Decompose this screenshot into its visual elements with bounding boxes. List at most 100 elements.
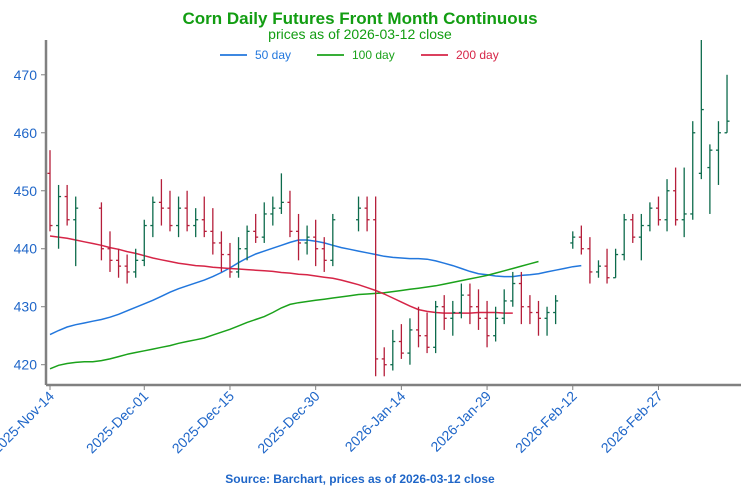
ohlc-bar [253,213,259,243]
ohlc-bar [364,196,370,232]
ohlc-bar [518,271,524,325]
ohlc-bar [398,324,404,359]
ohlc-bar [690,121,696,220]
legend-label: 50 day [255,48,291,62]
x-tick-label: 2026-Jan-14 [342,388,409,455]
ohlc-bar [270,196,276,226]
ohlc-bar [450,300,456,336]
y-tick-label: 450 [14,183,38,199]
ohlc-bar [604,248,610,284]
ohlc-bar [218,231,224,272]
plot-area [47,40,730,377]
ohlc-bar [424,312,430,354]
ohlc-bar [673,167,679,226]
x-tick-label: 2026-Feb-12 [512,388,580,456]
ohlc-bar [150,196,156,238]
ohlc-bar [441,295,447,330]
ohlc-bar [664,179,670,232]
ohlc-bar [116,248,122,278]
x-tick-label: 2025-Nov-14 [0,388,57,457]
ohlc-bar [356,196,362,232]
ohlc-bar [647,202,653,232]
ohlc-bar [578,225,584,255]
y-tick-label: 470 [14,67,38,83]
ohlc-bar [330,213,336,267]
source-note: Source: Barchart, prices as of 2026-03-1… [225,472,495,486]
ohlc-bar [304,225,310,255]
ohlc-bar [527,295,533,325]
ohlc-bar [73,196,79,267]
ohlc-bar [210,208,216,255]
x-tick-label: 2025-Dec-30 [254,388,323,457]
y-tick-label: 430 [14,299,38,315]
ohlc-bar [724,74,730,134]
ohlc-bar [544,306,550,336]
ohlc-bar [261,202,267,243]
ohlc-bar [244,225,250,261]
ohlc-bar [193,208,199,238]
ma-line-100-day [49,260,539,370]
ohlc-bar [201,196,207,238]
ohlc-bar [595,260,601,278]
ohlc-bar [98,202,104,261]
ohlc-bar [107,231,113,272]
ohlc-bar [141,219,147,267]
ohlc-bar [236,237,242,278]
ohlc-bar [587,237,593,284]
ohlc-bar [56,184,62,249]
x-tick-label: 2025-Dec-01 [83,388,152,457]
ohlc-bar [167,190,173,232]
x-tick-label: 2025-Dec-15 [169,388,238,457]
ohlc-bar [638,213,644,261]
ohlc-bar [227,242,233,278]
legend-label: 100 day [352,48,395,62]
ohlc-bar [176,196,182,238]
chart-subtitle: prices as of 2026-03-12 close [268,26,452,42]
legend-item: 50 day [220,48,291,62]
ohlc-bar [416,306,422,348]
ohlc-bar [64,184,70,226]
ohlc-bar [501,289,507,325]
ohlc-bar [476,289,481,330]
y-tick-label: 440 [14,241,38,257]
ohlc-bar [484,300,490,348]
ohlc-bar [681,167,687,238]
ohlc-bar [296,213,302,261]
ohlc-bar [433,300,439,354]
legend-item: 200 day [421,48,499,62]
legend-label: 200 day [456,48,499,62]
x-tick-label: 2026-Feb-27 [598,388,666,456]
ohlc-bar [493,306,499,342]
ohlc-bar [321,237,327,272]
ohlc-bar [715,121,721,185]
ohlc-bar [124,254,130,284]
ohlc-bar [381,347,387,377]
ohlc-bar [535,300,541,336]
ohlc-bar [313,219,319,267]
ohlc-bar [553,295,559,325]
ohlc-bar [133,248,139,278]
ohlc-bar [158,179,164,226]
y-tick-label: 420 [14,357,38,373]
ohlc-bar [698,40,704,180]
legend-item: 100 day [317,48,395,62]
ohlc-bar [47,150,53,232]
ohlc-bar [287,190,293,238]
ohlc-bar [655,196,661,226]
ohlc-bar [407,318,413,365]
ohlc-bar [707,144,713,214]
ohlc-bar [467,283,473,325]
ohlc-bar [621,213,627,261]
ohlc-bar [278,173,284,214]
ma-line-200-day [49,235,513,314]
ohlc-bar [458,283,464,319]
chart-title: Corn Daily Futures Front Month Continuou… [182,9,537,28]
ohlc-bar [630,213,636,243]
x-tick-label: 2026-Jan-29 [427,388,494,455]
ohlc-bar [613,248,619,279]
ohlc-bar [570,231,576,249]
ohlc-bar [184,190,190,232]
y-tick-label: 460 [14,125,38,141]
ohlc-bar [510,271,516,307]
